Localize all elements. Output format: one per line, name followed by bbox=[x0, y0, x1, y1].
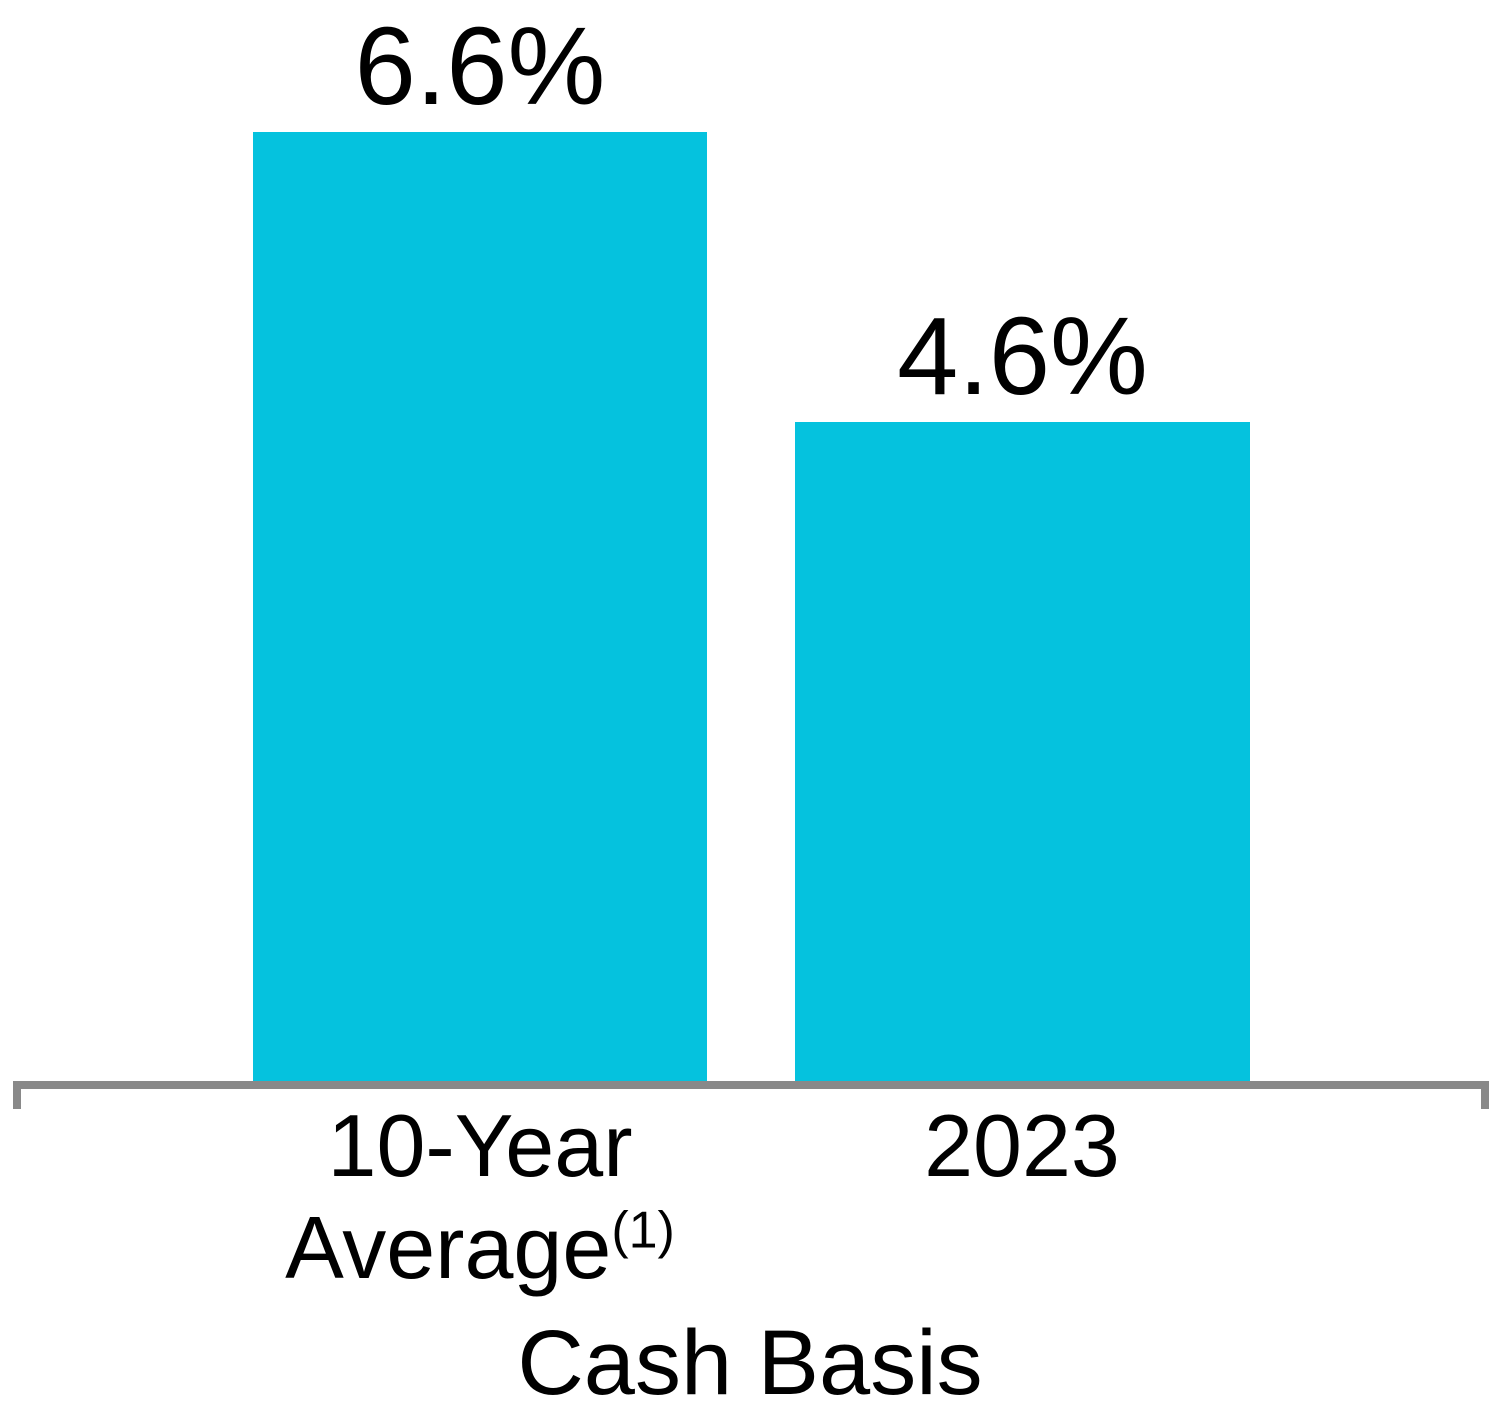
bar-10-year-average bbox=[253, 132, 707, 1089]
bar-group-10-year-average: 6.6% bbox=[253, 0, 707, 1424]
x-axis-label-10-year-average: 10-Year Average(1) bbox=[130, 1095, 830, 1299]
x-axis-label-2023: 2023 bbox=[924, 1096, 1120, 1195]
x-axis-tick-left bbox=[13, 1081, 21, 1109]
value-label-2023: 4.6% bbox=[897, 295, 1148, 418]
x-axis-tick-right bbox=[1481, 1081, 1489, 1109]
x-axis-title: Cash Basis bbox=[517, 1312, 983, 1414]
x-axis-label-line-1: 10-Year bbox=[327, 1096, 633, 1195]
bar-2023 bbox=[795, 422, 1250, 1089]
x-axis-line bbox=[13, 1081, 1489, 1089]
value-label-10-year-average: 6.6% bbox=[354, 5, 606, 128]
footnote-superscript: (1) bbox=[611, 1201, 675, 1260]
bar-group-2023: 4.6% bbox=[795, 0, 1250, 1424]
x-axis-label-line-2: Average bbox=[285, 1198, 612, 1297]
